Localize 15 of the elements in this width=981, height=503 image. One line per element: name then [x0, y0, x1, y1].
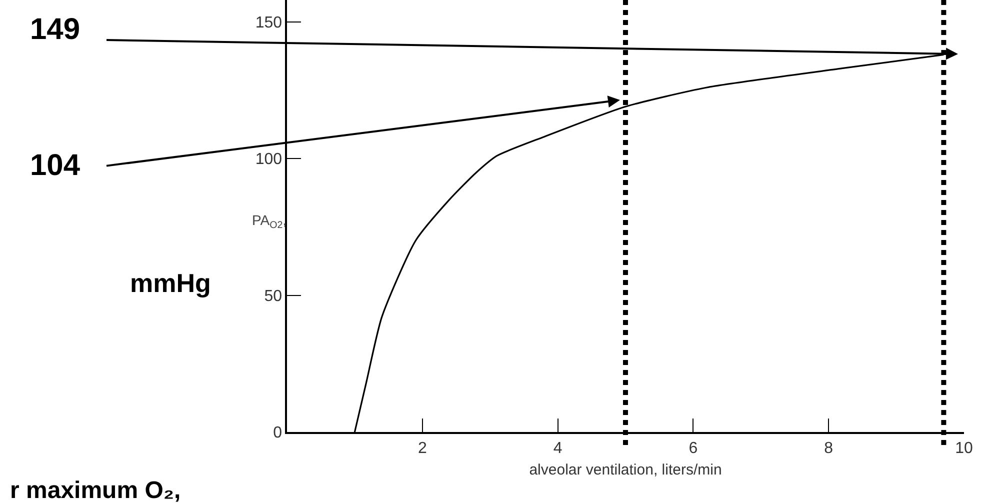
- x-axis-title: alveolar ventilation, liters/min: [529, 461, 722, 478]
- text: 149: [30, 13, 80, 46]
- y-tick-label: 50: [264, 288, 282, 305]
- text: 104: [30, 149, 80, 182]
- text: mmHg: [130, 268, 211, 298]
- x-tick-label: 8: [824, 440, 834, 457]
- x-tick-label: 2: [418, 440, 427, 457]
- y-axis-title: PA$_{O2}$,: [252, 212, 287, 231]
- text: r maximum O₂,: [10, 477, 181, 503]
- y-tick-label: 0: [273, 424, 282, 442]
- x-tick-label: 10: [955, 440, 973, 457]
- x-tick-label: 6: [688, 440, 698, 457]
- y-tick-label: 150: [255, 14, 282, 32]
- x-tick-label: 4: [553, 440, 562, 457]
- y-tick-label: 100: [255, 151, 282, 168]
